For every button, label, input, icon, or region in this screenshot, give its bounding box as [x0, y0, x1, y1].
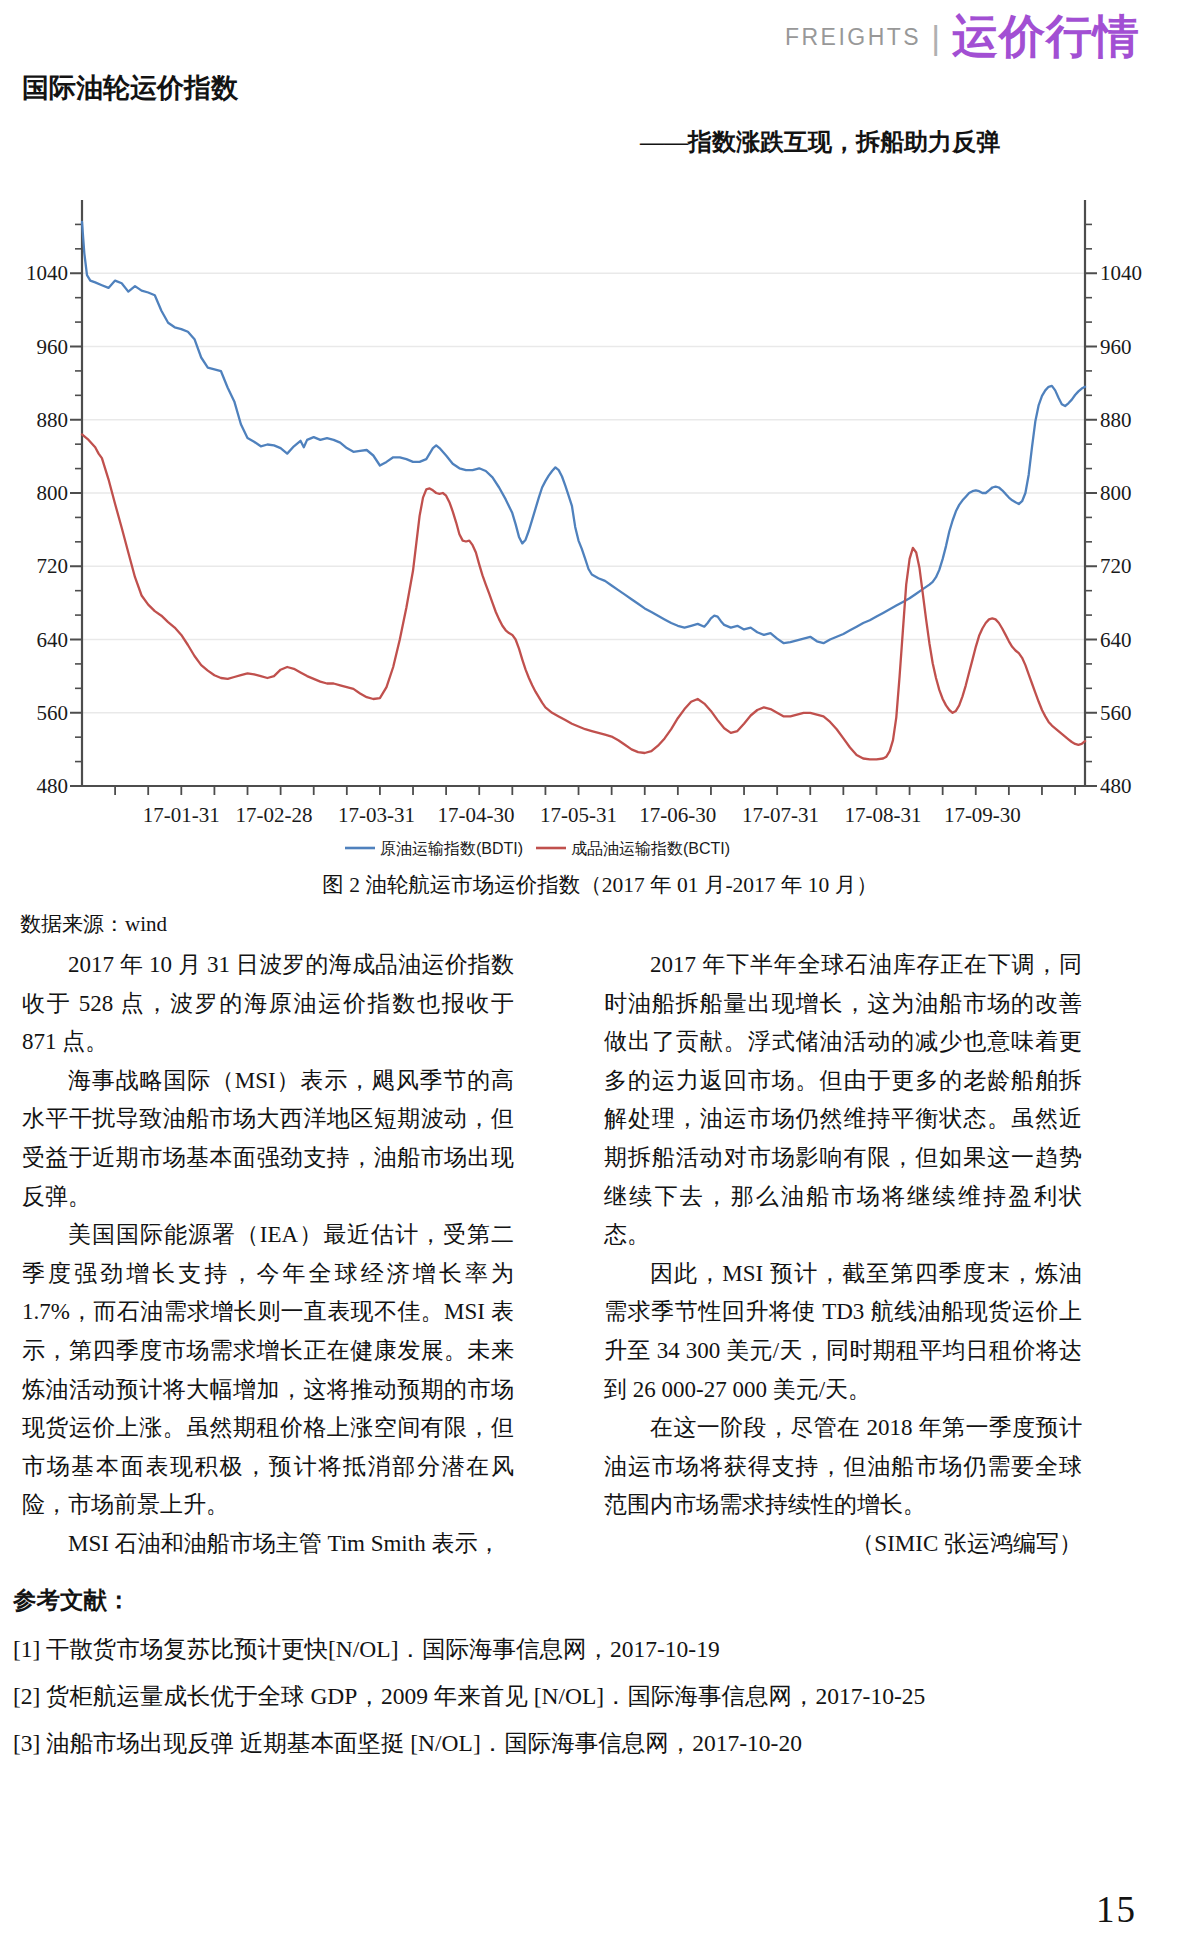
reference-number: [2]: [13, 1673, 46, 1720]
paragraph: 2017 年下半年全球石油库存正在下调，同时油船拆船量出现增长，这为油船市场的改…: [604, 946, 1082, 1255]
y-axis-label-left: 880: [37, 408, 69, 432]
reference-number: [3]: [13, 1720, 46, 1767]
reference-item: [1]干散货市场复苏比预计更快[N/OL]．国际海事信息网，2017-10-19: [13, 1626, 1093, 1673]
x-axis-label: 17-03-31: [338, 803, 415, 827]
references-list: [1]干散货市场复苏比预计更快[N/OL]．国际海事信息网，2017-10-19…: [13, 1626, 1093, 1767]
y-axis-label-left: 800: [37, 481, 69, 505]
x-axis-label: 17-07-31: [742, 803, 819, 827]
legend-label: 成品油运输指数(BCTI): [571, 840, 730, 857]
header-section-zh: 运价行情: [952, 6, 1140, 68]
x-axis-label: 17-04-30: [437, 803, 514, 827]
header-section-en: FREIGHTS: [785, 24, 921, 51]
paragraph: 美国国际能源署（IEA）最近估计，受第二季度强劲增长支持，今年全球经济增长率为 …: [22, 1216, 514, 1525]
page-header: FREIGHTS | 运价行情: [0, 6, 1140, 68]
body-column-left: 2017 年 10 月 31 日波罗的海成品油运价指数收于 528 点，波罗的海…: [22, 946, 514, 1564]
y-axis-label-left: 480: [37, 774, 69, 798]
header-divider: |: [931, 18, 940, 57]
x-axis-label: 17-01-31: [143, 803, 220, 827]
y-axis-label-right: 640: [1100, 628, 1132, 652]
page-number: 15: [1096, 1888, 1137, 1931]
paragraph: MSI 石油和油船市场主管 Tim Smith 表示，: [22, 1525, 514, 1564]
y-axis-label-left: 1040: [26, 261, 68, 285]
reference-number: [1]: [13, 1626, 46, 1673]
x-axis-label: 17-08-31: [845, 803, 922, 827]
body-column-right: 2017 年下半年全球石油库存正在下调，同时油船拆船量出现增长，这为油船市场的改…: [604, 946, 1082, 1564]
reference-text: 干散货市场复苏比预计更快[N/OL]．国际海事信息网，2017-10-19: [46, 1626, 720, 1673]
y-axis-label-right: 560: [1100, 701, 1132, 725]
series-line: [82, 434, 1085, 759]
y-axis-label-right: 800: [1100, 481, 1132, 505]
figure-caption: 图 2 油轮航运市场运价指数（2017 年 01 月-2017 年 10 月）: [0, 870, 1200, 899]
series-line: [82, 222, 1085, 643]
x-axis-label: 17-02-28: [235, 803, 312, 827]
paragraph: 因此，MSI 预计，截至第四季度末，炼油需求季节性回升将使 TD3 航线油船现货…: [604, 1255, 1082, 1409]
y-axis-label-left: 640: [37, 628, 69, 652]
paragraph: 2017 年 10 月 31 日波罗的海成品油运价指数收于 528 点，波罗的海…: [22, 946, 514, 1062]
y-axis-label-left: 720: [37, 554, 69, 578]
x-axis-label: 17-05-31: [540, 803, 617, 827]
x-axis-label: 17-06-30: [639, 803, 716, 827]
byline: （SIMIC 张运鸿编写）: [604, 1525, 1082, 1564]
paragraph: 海事战略国际（MSI）表示，飓风季节的高水平干扰导致油船市场大西洋地区短期波动，…: [22, 1062, 514, 1216]
page-title: 国际油轮运价指数: [22, 70, 238, 106]
y-axis-label-right: 1040: [1100, 261, 1142, 285]
y-axis-label-left: 560: [37, 701, 69, 725]
reference-item: [3]油船市场出现反弹 近期基本面坚挺 [N/OL]．国际海事信息网，2017-…: [13, 1720, 1093, 1767]
legend-label: 原油运输指数(BDTI): [380, 840, 523, 857]
references-section: 参考文献： [1]干散货市场复苏比预计更快[N/OL]．国际海事信息网，2017…: [13, 1584, 1093, 1767]
y-axis-label-right: 960: [1100, 335, 1132, 359]
right-paragraphs: 2017 年下半年全球石油库存正在下调，同时油船拆船量出现增长，这为油船市场的改…: [604, 946, 1082, 1525]
x-axis-label: 17-09-30: [944, 803, 1021, 827]
data-source: 数据来源：wind: [20, 910, 167, 938]
y-axis-label-right: 880: [1100, 408, 1132, 432]
page-subtitle: ——指数涨跌互现，拆船助力反弹: [640, 126, 1000, 158]
reference-item: [2]货柜航运量成长优于全球 GDP，2009 年来首见 [N/OL]．国际海事…: [13, 1673, 1093, 1720]
y-axis-label-right: 720: [1100, 554, 1132, 578]
y-axis-label-left: 960: [37, 335, 69, 359]
references-heading: 参考文献：: [13, 1584, 1093, 1616]
freight-index-chart: 480 480 560 560 640 640 720 720 800 800 880 880 960 9…: [0, 160, 1200, 860]
reference-text: 货柜航运量成长优于全球 GDP，2009 年来首见 [N/OL]．国际海事信息网…: [46, 1673, 925, 1720]
y-axis-label-right: 480: [1100, 774, 1132, 798]
paragraph: 在这一阶段，尽管在 2018 年第一季度预计油运市场将获得支持，但油船市场仍需要…: [604, 1409, 1082, 1525]
reference-text: 油船市场出现反弹 近期基本面坚挺 [N/OL]．国际海事信息网，2017-10-…: [46, 1720, 802, 1767]
